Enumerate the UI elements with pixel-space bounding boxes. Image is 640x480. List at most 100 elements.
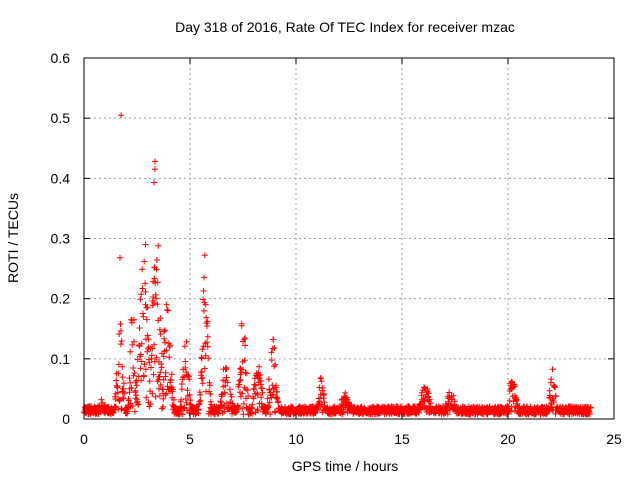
data-point <box>202 301 209 308</box>
data-point <box>154 301 161 308</box>
data-point <box>139 266 146 273</box>
data-point <box>224 379 231 386</box>
data-point <box>236 377 243 384</box>
data-point <box>170 386 176 393</box>
data-point <box>186 376 193 383</box>
data-point <box>426 396 433 403</box>
data-point <box>183 399 190 406</box>
data-point <box>446 389 453 396</box>
data-point <box>117 397 123 403</box>
data-point <box>113 377 120 384</box>
data-point <box>151 275 158 282</box>
x-tick-labels: 0 5 10 15 20 25 <box>80 431 622 447</box>
data-point <box>508 403 515 410</box>
data-point <box>164 383 171 390</box>
data-point <box>242 335 249 341</box>
data-point <box>160 376 167 383</box>
data-point <box>138 291 145 298</box>
data-point <box>115 370 122 377</box>
data-point <box>550 399 557 405</box>
data-point <box>240 400 247 407</box>
data-point <box>204 343 211 350</box>
data-point <box>204 318 211 325</box>
data-point <box>272 409 279 416</box>
data-point <box>129 403 136 409</box>
data-point <box>152 279 159 286</box>
data-point <box>427 400 434 407</box>
data-point <box>118 112 125 119</box>
data-point <box>198 355 205 362</box>
data-point <box>271 345 278 351</box>
data-point <box>270 336 277 343</box>
data-point <box>161 328 168 335</box>
data-point <box>201 365 208 372</box>
data-point <box>549 366 556 373</box>
data-point <box>145 336 152 343</box>
x-tick-label: 15 <box>394 431 410 447</box>
data-point <box>151 179 157 186</box>
data-point <box>242 369 249 376</box>
data-point <box>257 371 263 378</box>
data-point <box>186 391 193 398</box>
data-point <box>141 361 148 368</box>
data-point <box>344 396 351 403</box>
data-point <box>168 371 175 378</box>
data-point <box>242 342 249 349</box>
data-point <box>258 394 265 401</box>
data-point <box>240 411 247 418</box>
data-point <box>135 373 142 380</box>
data-point <box>120 380 127 387</box>
data-point <box>143 316 150 323</box>
data-point <box>508 408 514 415</box>
data-point <box>265 402 272 409</box>
data-point <box>165 307 171 314</box>
data-point <box>162 391 169 398</box>
data-point <box>228 393 235 400</box>
data-point <box>131 338 137 345</box>
data-point <box>275 399 282 406</box>
data-point <box>421 384 427 391</box>
data-point <box>239 390 246 397</box>
data-point <box>141 258 148 265</box>
data-point <box>137 296 144 303</box>
data-point <box>223 374 230 381</box>
data-point <box>151 341 157 348</box>
data-point <box>221 389 228 396</box>
data-point <box>223 365 230 372</box>
data-point <box>119 374 126 381</box>
data-point <box>162 327 168 334</box>
data-point <box>144 304 151 311</box>
data-point <box>121 390 128 397</box>
data-point <box>142 280 149 287</box>
data-point <box>128 384 135 391</box>
y-tick-label: 0.2 <box>51 291 71 307</box>
data-point <box>425 390 432 397</box>
data-point <box>126 375 133 382</box>
data-point <box>256 363 263 370</box>
data-point <box>243 370 250 377</box>
data-point <box>153 257 160 263</box>
data-point <box>445 398 452 405</box>
data-point <box>181 343 188 350</box>
data-point <box>131 408 138 415</box>
data-point <box>160 353 167 360</box>
data-point <box>120 395 127 402</box>
data-point <box>147 401 154 408</box>
data-point <box>157 382 164 388</box>
data-point <box>254 407 261 414</box>
data-point <box>272 361 279 368</box>
data-point <box>321 391 327 397</box>
data-point <box>144 348 151 355</box>
grid-lines <box>84 58 614 419</box>
data-point <box>170 396 177 403</box>
data-point <box>119 363 126 370</box>
data-point <box>156 373 163 380</box>
data-point <box>137 351 144 358</box>
data-point <box>131 370 138 376</box>
data-point <box>129 341 136 348</box>
x-axis-title: GPS time / hours <box>292 458 399 474</box>
chart-title: Day 318 of 2016, Rate Of TEC Index for r… <box>175 19 515 35</box>
y-tick-label: 0.6 <box>51 50 71 66</box>
data-point <box>118 338 125 344</box>
y-tick-label: 0.3 <box>51 231 71 247</box>
